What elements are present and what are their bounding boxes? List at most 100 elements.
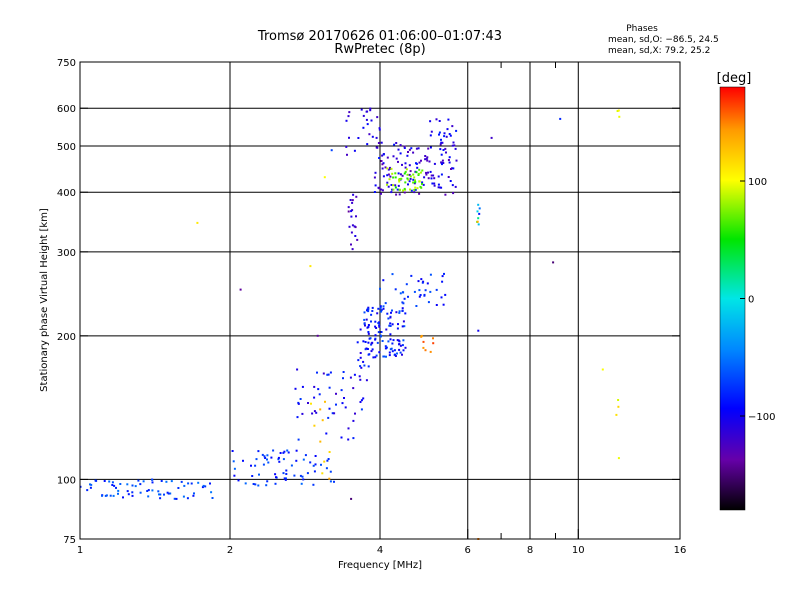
data-point [391,172,394,175]
data-point [134,485,137,488]
data-point [398,311,401,314]
data-point [312,483,315,486]
data-point [429,170,432,173]
data-point [353,225,356,228]
data-point [139,491,142,494]
data-point [440,296,443,299]
data-point [443,272,445,275]
data-point [374,334,377,337]
data-point [347,438,350,441]
data-point [344,406,347,409]
data-point [421,169,424,172]
data-point [444,293,447,296]
data-point [418,192,421,195]
data-point [340,389,343,392]
data-point [355,215,357,218]
data-point [382,307,385,310]
data-point [384,166,387,169]
data-point [389,167,392,170]
data-point [104,494,107,497]
data-point [380,309,383,312]
data-point [306,472,309,475]
data-point [392,339,395,342]
data-point [257,484,260,487]
data-point [350,231,353,234]
data-point [403,187,406,190]
data-point [347,210,350,213]
data-point [391,323,394,326]
data-point [384,345,387,348]
data-point [165,480,168,483]
data-point [429,350,432,353]
data-point [326,459,329,462]
data-point [377,322,380,325]
data-point [426,159,429,162]
data-point [617,109,620,112]
data-point [394,172,397,175]
data-point [439,148,442,151]
data-point [360,408,363,411]
data-point [371,306,374,309]
data-point [370,342,373,345]
data-point [103,480,106,482]
data-point [297,438,300,441]
data-point [166,491,169,494]
data-point [448,133,451,135]
data-point [420,278,423,281]
data-point [175,497,178,500]
data-point [477,217,480,220]
data-point [402,189,404,192]
data-point [359,356,362,359]
data-point [406,177,409,180]
data-point [210,491,213,494]
data-point [422,346,425,349]
data-point [357,137,360,139]
data-point [452,192,455,195]
data-point [416,166,419,169]
data-point [437,183,440,186]
data-point [441,163,443,166]
data-point [402,291,405,294]
data-point [369,109,372,112]
data-point [320,463,322,466]
data-point [367,353,370,356]
data-point [367,331,370,333]
data-point [447,118,450,121]
data-point [309,461,312,464]
data-point [142,480,145,483]
data-point [401,307,404,310]
data-point [439,143,442,146]
data-point [401,353,403,356]
data-point [396,327,399,330]
data-point [323,176,326,179]
data-point [552,261,555,264]
data-point [413,290,416,293]
data-point [353,373,356,376]
data-point [389,175,392,178]
data-point [408,180,411,183]
data-point [401,163,403,166]
data-point [413,191,416,194]
data-point [442,149,445,151]
data-point [379,306,382,309]
data-point [397,160,399,163]
data-point [330,149,333,152]
data-point [290,464,293,467]
data-point [352,419,355,422]
data-point [151,489,154,492]
data-point [309,265,312,268]
data-point [406,173,409,176]
data-point [362,114,365,117]
data-point [384,347,387,350]
y-tick-label: 100 [57,475,76,486]
colorbar-tick-label: 0 [748,295,754,306]
data-point [422,340,425,343]
data-point [490,136,493,139]
data-point [386,167,389,170]
y-axis-label: Stationary phase Virtual Height [km] [39,208,50,392]
phase-stat-x: mean, sd,X: 79.2, 25.2 [608,46,710,56]
colorbar-tick-label: 100 [748,177,767,188]
data-point [350,215,353,218]
data-point [431,182,434,185]
y-tick-label: 75 [63,535,76,546]
